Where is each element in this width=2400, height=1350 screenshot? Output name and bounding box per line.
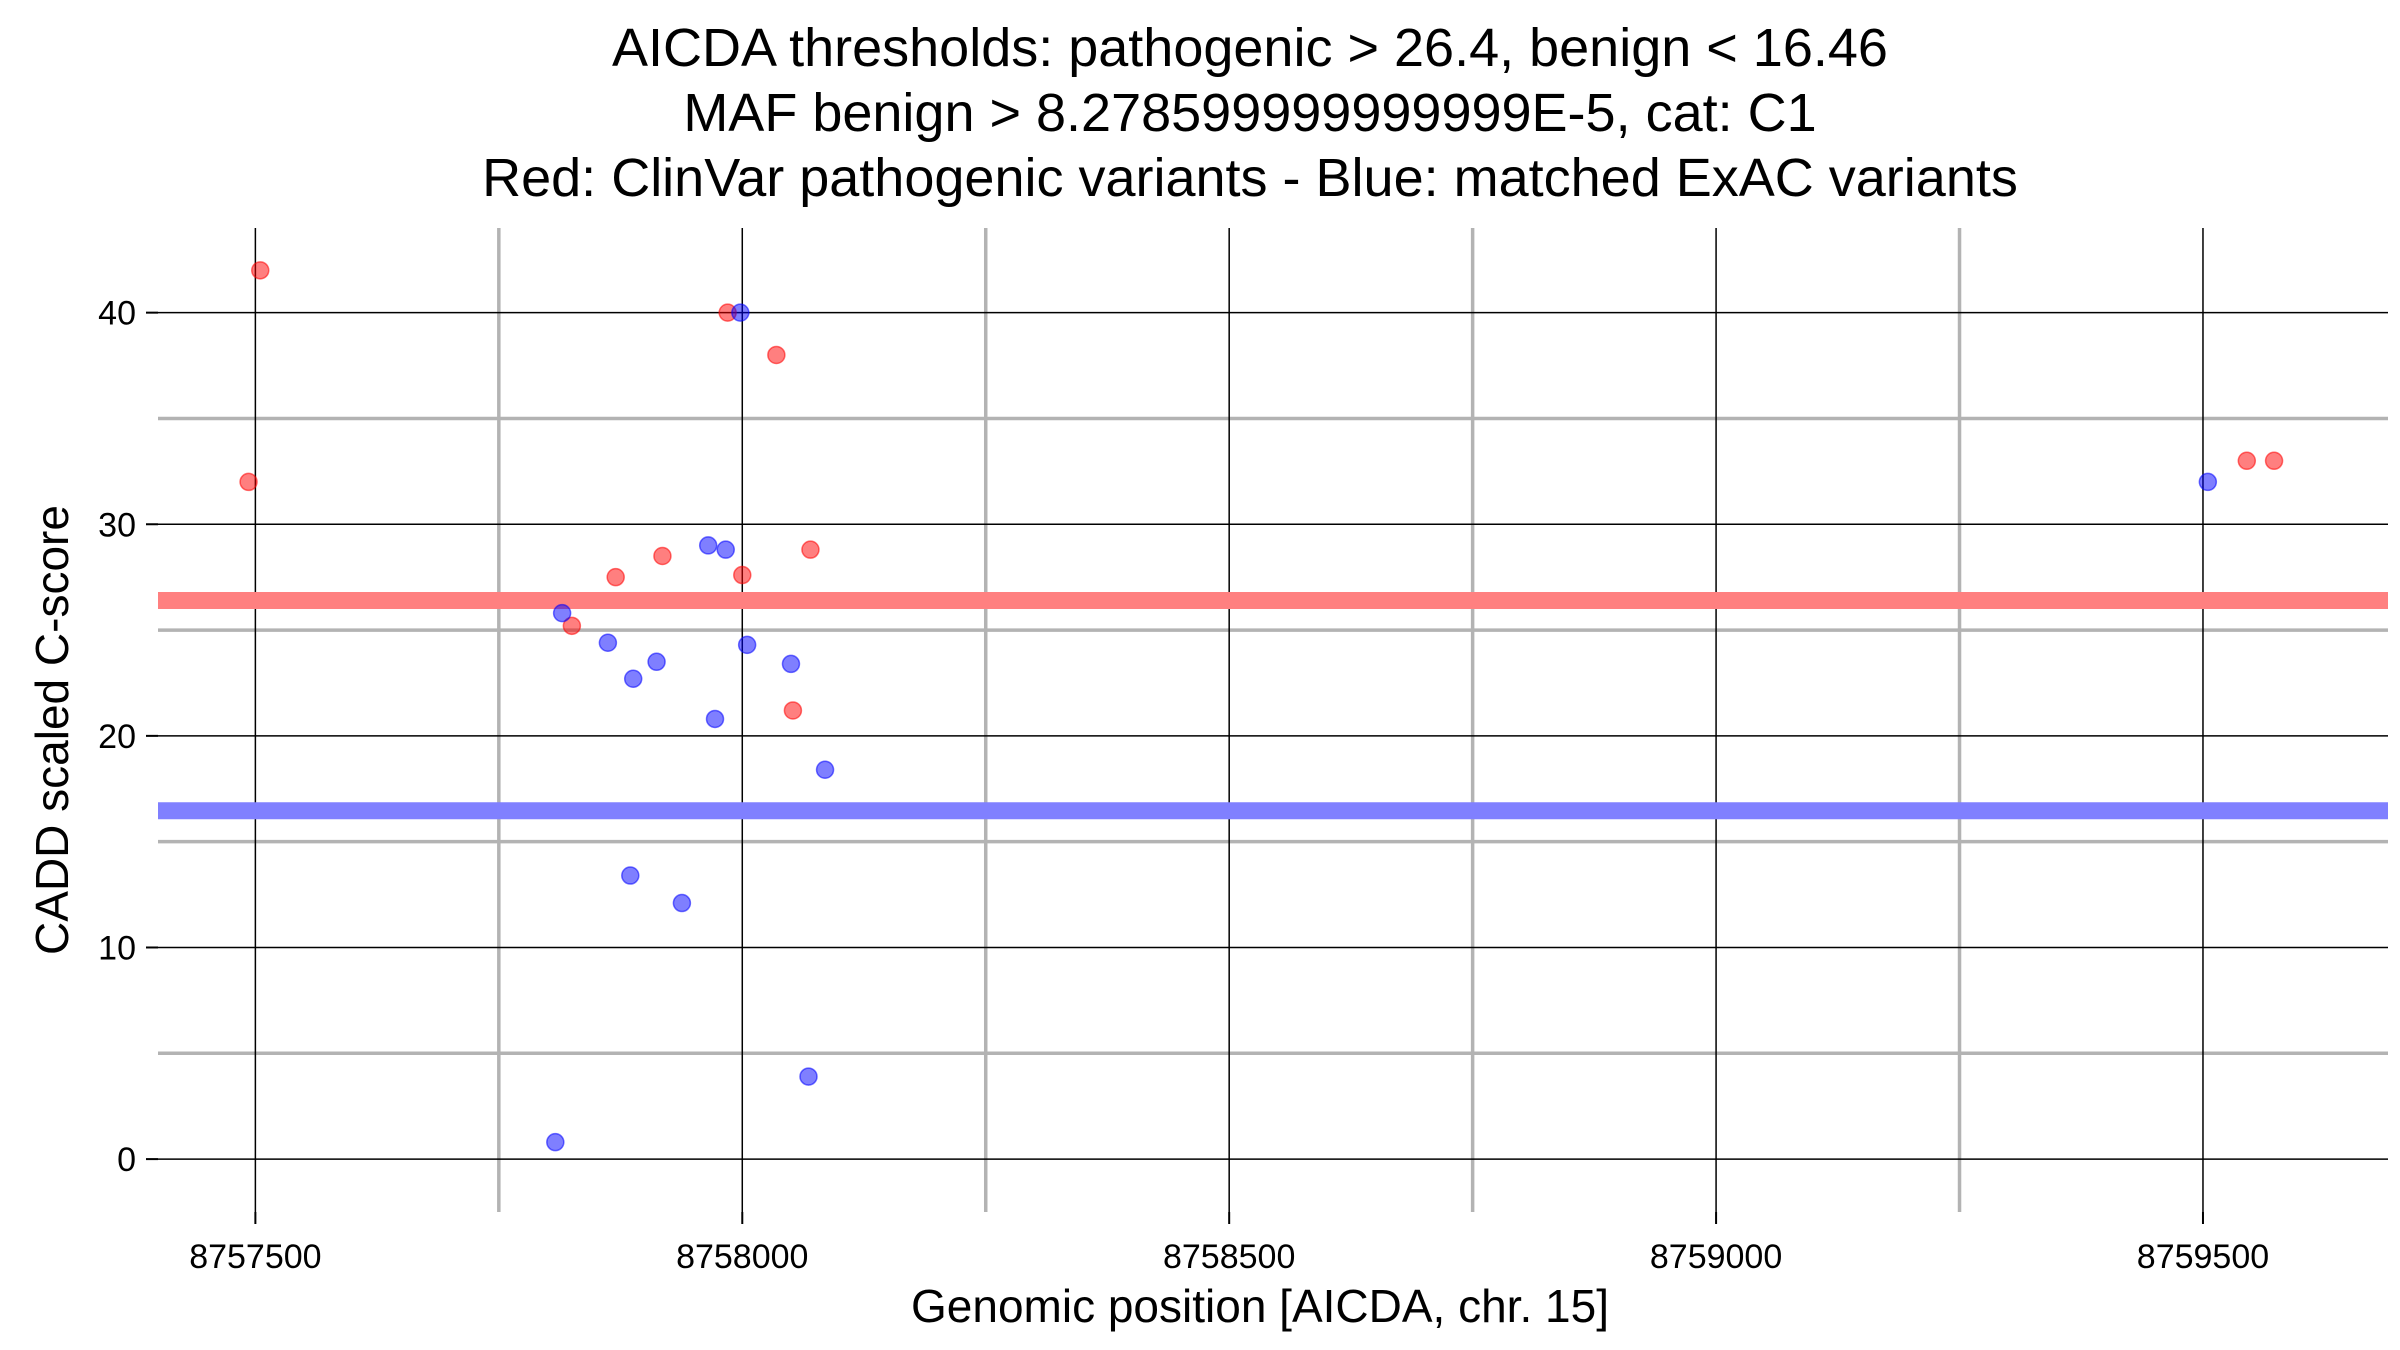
exac-point	[598, 633, 618, 653]
exac-point	[698, 536, 718, 555]
exac-point	[705, 709, 725, 729]
clinvar-point	[767, 345, 786, 365]
exac-point	[815, 760, 835, 779]
title-line-2: MAF benign > 8.278599999999999E-5, cat: …	[683, 83, 1816, 143]
major-gridlines	[158, 228, 2388, 1212]
x-tick-label: 8759500	[2137, 1238, 2269, 1276]
x-tick-label: 8759000	[1650, 1238, 1782, 1276]
x-tick-label: 8757500	[189, 1238, 321, 1276]
y-tick-label: 30	[98, 506, 136, 544]
exac-point	[552, 603, 572, 623]
exac-point	[672, 893, 692, 913]
clinvar-point	[562, 616, 582, 636]
minor-gridlines	[158, 228, 2388, 1212]
y-tick-label: 0	[117, 1141, 136, 1179]
y-tick-label: 10	[98, 929, 136, 967]
exac-point	[737, 635, 757, 655]
title-line-3: Red: ClinVar pathogenic variants - Blue:…	[482, 148, 2018, 208]
clinvar-point	[733, 565, 752, 585]
exac-point	[623, 669, 643, 688]
y-axis-title: CADD scaled C-score	[26, 505, 78, 955]
exac-point	[799, 1067, 818, 1086]
clinvar-point	[2237, 451, 2257, 471]
exac-point	[731, 303, 750, 322]
axes: 8757500 8758000 8758500 8759000 8759500 0 10 20…	[98, 295, 2269, 1276]
x-axis-title: Genomic position [AICDA, chr. 15]	[911, 1280, 1609, 1332]
clinvar-point	[250, 261, 270, 280]
exac-point	[716, 540, 735, 559]
clinvar-point	[653, 546, 672, 566]
exac-point	[546, 1132, 565, 1152]
exac-point	[647, 652, 666, 672]
clinvar-point	[606, 567, 625, 587]
clinvar-point	[239, 472, 258, 492]
clinvar-point	[801, 540, 820, 559]
exac-point	[2198, 472, 2218, 492]
exac-point	[781, 654, 801, 674]
y-tick-label: 20	[98, 718, 136, 756]
threshold-lines	[158, 591, 2388, 820]
exac-point	[621, 866, 640, 885]
title-line-1: AICDA thresholds: pathogenic > 26.4, ben…	[612, 18, 1888, 78]
clinvar-point	[2264, 451, 2284, 471]
chart-title: AICDA thresholds: pathogenic > 26.4, ben…	[482, 18, 2018, 208]
clinvar-point	[783, 701, 803, 720]
x-tick-label: 8758500	[1163, 1238, 1295, 1276]
data-points	[239, 261, 2284, 1152]
y-tick-label: 40	[98, 295, 136, 333]
x-tick-label: 8758000	[676, 1238, 808, 1276]
